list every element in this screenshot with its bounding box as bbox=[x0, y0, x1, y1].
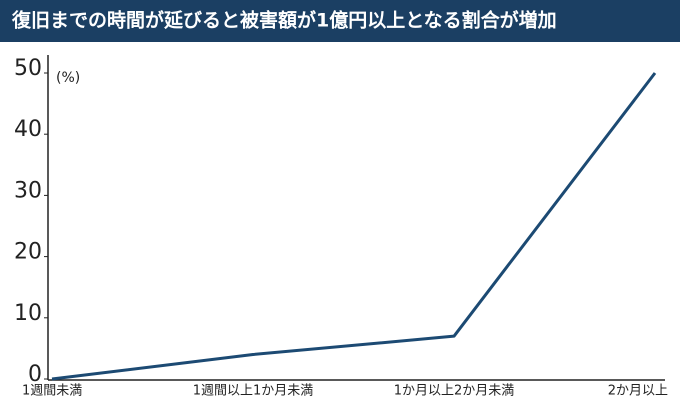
x-tick-label: 1週間以上1か月未満 bbox=[193, 384, 314, 399]
x-tick-label: 2か月以上 bbox=[608, 384, 668, 399]
y-axis-label: (%) bbox=[56, 70, 80, 86]
data-line bbox=[51, 72, 657, 381]
x-tick-label: 1週間未満 bbox=[22, 384, 82, 399]
title-banner bbox=[0, 0, 680, 42]
y-tick-label: 30 bbox=[14, 178, 42, 203]
y-tick-label: 10 bbox=[14, 301, 42, 326]
x-tick-label: 1か月以上2か月未満 bbox=[394, 384, 515, 399]
y-tick-label: 50 bbox=[14, 56, 42, 81]
y-tick-label: 0 bbox=[28, 362, 42, 387]
y-tick-label: 40 bbox=[14, 117, 42, 142]
chart-title: 復旧までの時間が延びると被害額が1億円以上となる割合が増加 bbox=[11, 9, 557, 32]
y-tick-label: 20 bbox=[14, 240, 42, 265]
